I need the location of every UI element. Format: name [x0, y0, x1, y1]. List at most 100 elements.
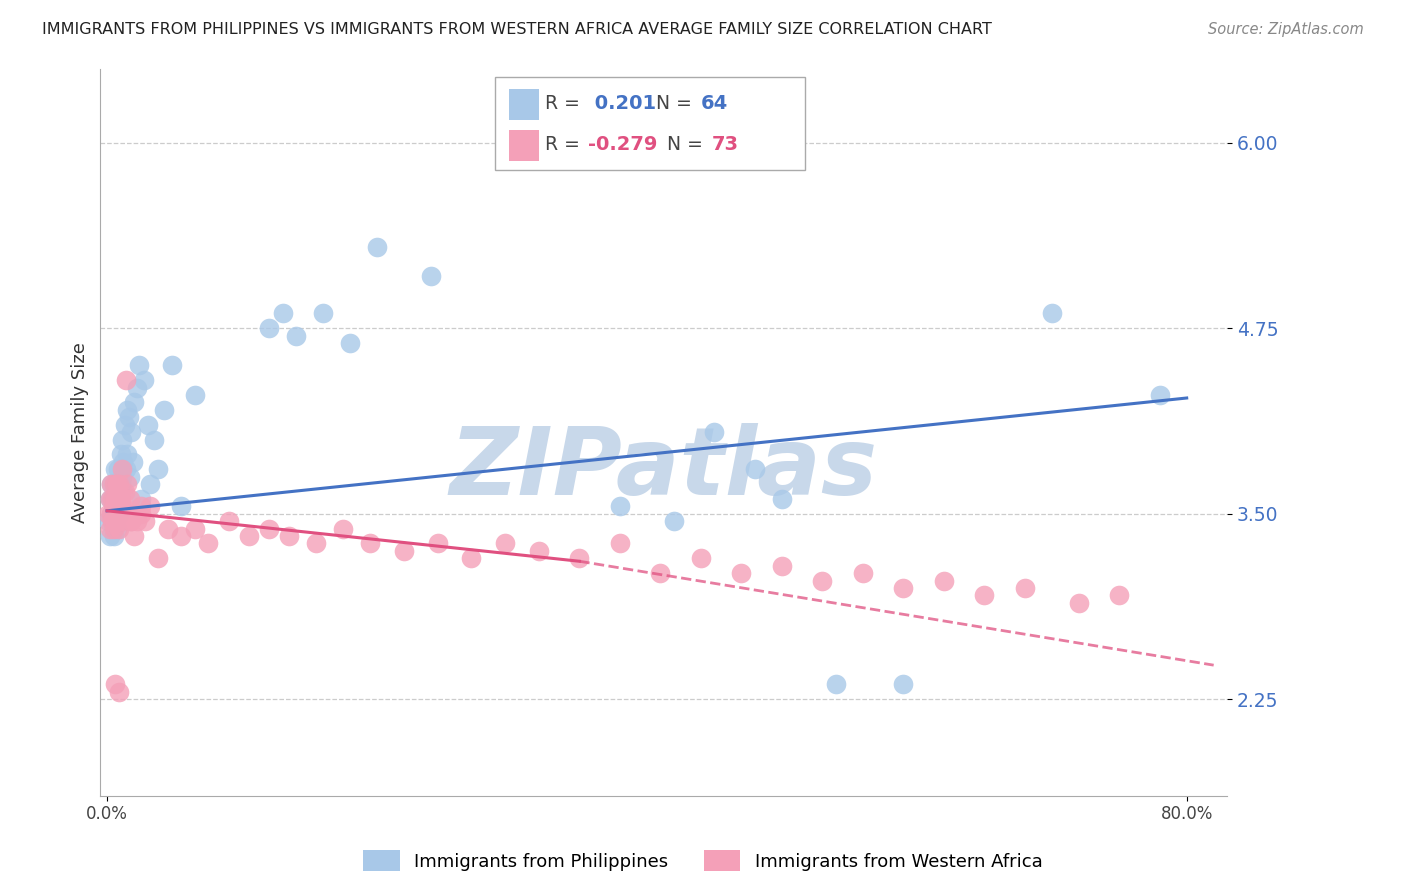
- Point: [148, 551, 170, 566]
- Point: [1014, 581, 1036, 595]
- Point: [460, 551, 482, 566]
- Point: [103, 477, 125, 491]
- Point: [170, 500, 193, 514]
- Point: [104, 491, 127, 506]
- Point: [366, 239, 388, 253]
- Point: [392, 544, 415, 558]
- Y-axis label: Average Family Size: Average Family Size: [72, 342, 89, 523]
- Point: [891, 677, 914, 691]
- Point: [104, 507, 127, 521]
- Text: R =: R =: [546, 136, 581, 154]
- Point: [105, 507, 128, 521]
- Point: [1108, 588, 1130, 602]
- Point: [152, 403, 174, 417]
- Point: [107, 500, 129, 514]
- Point: [703, 425, 725, 439]
- Point: [107, 491, 129, 506]
- Point: [662, 514, 685, 528]
- Point: [312, 306, 335, 320]
- Point: [770, 491, 793, 506]
- Point: [98, 491, 121, 506]
- Point: [105, 514, 128, 528]
- Point: [148, 462, 170, 476]
- Point: [111, 469, 134, 483]
- Point: [129, 491, 152, 506]
- Point: [101, 514, 124, 528]
- Point: [122, 529, 145, 543]
- Point: [136, 417, 159, 432]
- Point: [285, 328, 308, 343]
- Point: [118, 491, 141, 506]
- Point: [103, 477, 125, 491]
- Point: [101, 514, 124, 528]
- Point: [257, 522, 280, 536]
- Point: [111, 514, 134, 528]
- Point: [100, 507, 122, 521]
- Point: [117, 403, 139, 417]
- Point: [114, 484, 136, 499]
- Point: [271, 306, 294, 320]
- Point: [110, 447, 132, 461]
- Point: [125, 381, 148, 395]
- Point: [110, 491, 132, 506]
- Point: [110, 477, 132, 491]
- Point: [97, 514, 120, 528]
- Point: [129, 507, 152, 521]
- Point: [115, 462, 138, 476]
- Point: [170, 529, 193, 543]
- Point: [527, 544, 550, 558]
- Point: [278, 529, 301, 543]
- Point: [128, 359, 150, 373]
- Point: [117, 447, 139, 461]
- FancyBboxPatch shape: [495, 78, 804, 170]
- Point: [1040, 306, 1063, 320]
- Point: [1149, 388, 1171, 402]
- Point: [332, 522, 354, 536]
- Point: [1067, 596, 1090, 610]
- Point: [104, 462, 127, 476]
- Point: [98, 522, 121, 536]
- Point: [114, 417, 136, 432]
- Point: [730, 566, 752, 581]
- Point: [105, 491, 128, 506]
- Point: [973, 588, 995, 602]
- Point: [107, 491, 129, 506]
- Point: [852, 566, 875, 581]
- Point: [100, 477, 122, 491]
- Point: [426, 536, 449, 550]
- Point: [218, 514, 240, 528]
- Text: 64: 64: [702, 95, 728, 113]
- Point: [139, 477, 162, 491]
- Point: [107, 507, 129, 521]
- Point: [104, 491, 127, 506]
- Point: [108, 477, 131, 491]
- Point: [101, 491, 124, 506]
- Point: [609, 500, 631, 514]
- Point: [770, 558, 793, 573]
- Point: [891, 581, 914, 595]
- Point: [811, 574, 834, 588]
- Point: [932, 574, 955, 588]
- Point: [100, 477, 122, 491]
- Point: [97, 507, 120, 521]
- Point: [125, 507, 148, 521]
- Text: ZIPatlas: ZIPatlas: [450, 423, 877, 515]
- Point: [103, 529, 125, 543]
- Text: -0.279: -0.279: [588, 136, 658, 154]
- Point: [197, 536, 219, 550]
- Point: [103, 522, 125, 536]
- Point: [103, 500, 125, 514]
- Point: [108, 522, 131, 536]
- Point: [120, 514, 142, 528]
- Point: [184, 388, 207, 402]
- Text: R =: R =: [546, 95, 581, 113]
- Point: [100, 507, 122, 521]
- Point: [120, 425, 142, 439]
- Text: 0.201: 0.201: [588, 95, 657, 113]
- Point: [650, 566, 672, 581]
- Point: [108, 491, 131, 506]
- FancyBboxPatch shape: [509, 89, 538, 120]
- Point: [115, 373, 138, 387]
- Point: [689, 551, 711, 566]
- FancyBboxPatch shape: [509, 130, 538, 161]
